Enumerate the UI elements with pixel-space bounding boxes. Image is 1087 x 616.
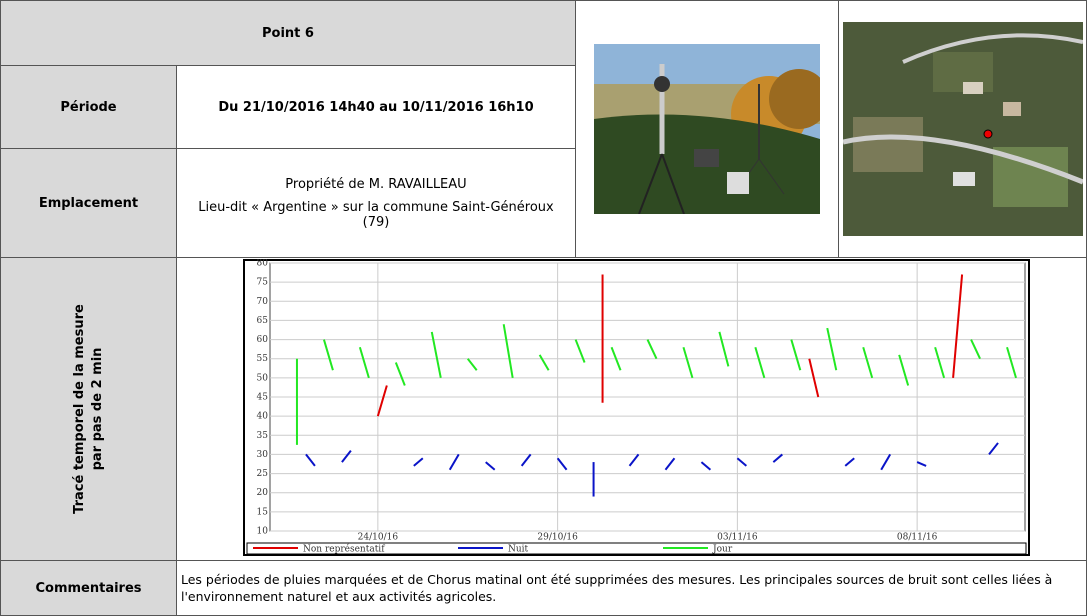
label-cell: Tracé temporel de la mesure par pas de 2… [0, 257, 177, 561]
y-tick-label: 50 [257, 373, 269, 383]
comments-cell: Les périodes de pluies marquées et de Ch… [176, 560, 1087, 616]
label-cell: Commentaires [0, 560, 177, 616]
legend-label: Jour [712, 545, 733, 555]
label-cell: Emplacement [0, 148, 177, 258]
comments-label: Commentaires [35, 581, 141, 596]
y-tick-label: 35 [257, 431, 269, 441]
y-tick-label: 10 [257, 527, 269, 537]
period-label: Période [60, 100, 116, 115]
y-tick-label: 55 [257, 354, 269, 364]
chart-row-label: Tracé temporel de la mesure par pas de 2… [71, 304, 107, 514]
aerial-map [843, 22, 1083, 236]
y-tick-label: 20 [257, 488, 269, 498]
label-line: Tracé temporel de la mesure [71, 304, 89, 514]
label-line: par pas de 2 min [89, 304, 107, 514]
y-tick-label: 60 [257, 335, 269, 345]
x-tick-label: 03/11/16 [717, 533, 758, 543]
header-cell: Point 6 [0, 0, 576, 66]
page: Point 6 Période Du 21/10/2016 14h40 au 1… [0, 0, 1087, 616]
legend-label: Nuit [508, 545, 529, 555]
location-label: Emplacement [39, 196, 138, 211]
y-tick-label: 40 [257, 412, 269, 422]
label-cell: Période [0, 65, 177, 149]
comments-text: Les périodes de pluies marquées et de Ch… [181, 571, 1082, 605]
x-tick-label: 24/10/16 [358, 533, 399, 543]
y-tick-label: 30 [257, 450, 269, 460]
x-tick-label: 29/10/16 [537, 533, 578, 543]
map-cell [838, 0, 1087, 258]
y-tick-label: 70 [257, 297, 269, 307]
y-tick-label: 65 [257, 316, 269, 326]
value-cell: Propriété de M. RAVAILLEAU Lieu-dit « Ar… [176, 148, 576, 258]
y-tick-label: 15 [257, 507, 269, 517]
x-tick-label: 08/11/16 [897, 533, 938, 543]
header-title: Point 6 [262, 26, 314, 41]
legend-label: Non représentatif [303, 544, 385, 555]
photo-cell [575, 0, 839, 258]
period-value: Du 21/10/2016 14h40 au 10/11/2016 16h10 [218, 100, 533, 115]
chart: 10 15 20 25 30 35 40 45 50 55 60 65 70 75 80 24/10/16 29… [243, 259, 1030, 556]
value-cell: Du 21/10/2016 14h40 au 10/11/2016 16h10 [176, 65, 576, 149]
y-tick-label: 25 [257, 469, 269, 479]
y-tick-label: 45 [257, 393, 269, 403]
location-line: Lieu-dit « Argentine » sur la commune Sa… [187, 200, 565, 230]
location-line: Propriété de M. RAVAILLEAU [285, 177, 466, 192]
y-tick-label: 75 [257, 278, 269, 288]
site-photo [594, 44, 820, 214]
y-tick-label: 80 [257, 259, 269, 269]
